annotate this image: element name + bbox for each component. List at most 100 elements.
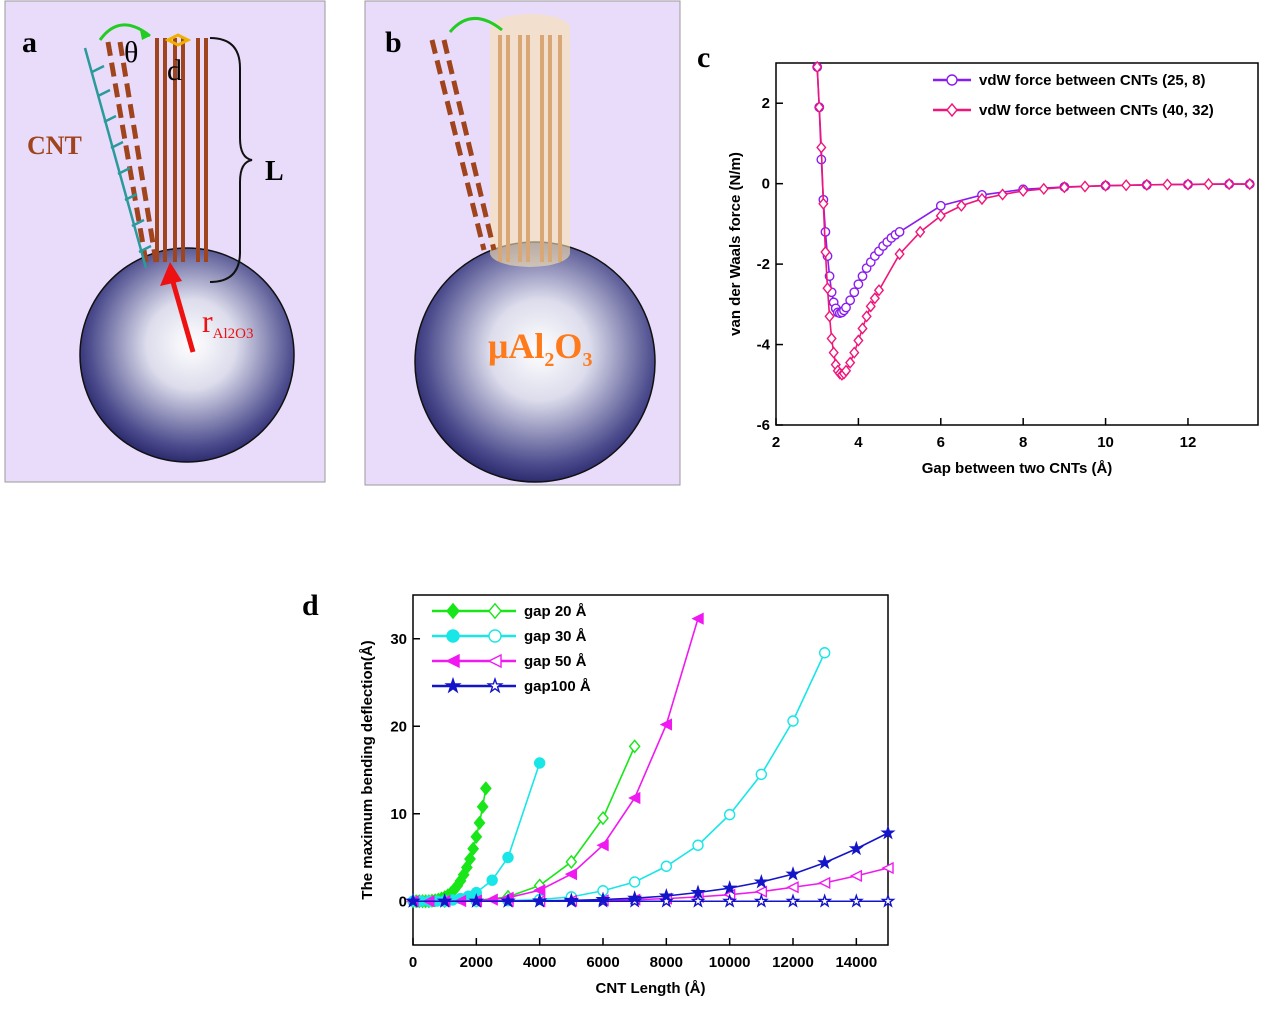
y-tick-label: -4 bbox=[757, 337, 771, 354]
x-tick-label: 12000 bbox=[772, 954, 814, 971]
x-tick-label: 10000 bbox=[709, 954, 751, 971]
marker bbox=[464, 851, 476, 867]
legend-marker bbox=[488, 602, 502, 620]
marker bbox=[628, 876, 641, 888]
marker bbox=[818, 647, 831, 659]
x-tick-label: 6 bbox=[937, 434, 945, 451]
plot-frame bbox=[412, 594, 889, 946]
marker bbox=[722, 880, 738, 895]
panel-label: a bbox=[22, 26, 37, 59]
marker bbox=[915, 225, 926, 239]
y-tick-label: 10 bbox=[390, 806, 407, 823]
marker bbox=[533, 884, 546, 897]
marker bbox=[935, 209, 946, 222]
marker bbox=[755, 768, 768, 781]
y-tick-label: -6 bbox=[757, 417, 770, 434]
marker bbox=[935, 200, 946, 211]
y-tick-label: 0 bbox=[762, 176, 770, 193]
legend-marker bbox=[946, 74, 958, 86]
plot-frame bbox=[775, 62, 1259, 426]
sphere bbox=[79, 247, 295, 463]
y-axis-label: van der Waals force (N/m) bbox=[727, 152, 744, 336]
marker bbox=[869, 292, 880, 305]
x-tick-label: 8 bbox=[1019, 434, 1027, 451]
x-axis-label: CNT Length (Å) bbox=[596, 980, 706, 997]
marker bbox=[596, 839, 609, 852]
marker bbox=[563, 892, 579, 907]
marker bbox=[845, 295, 856, 306]
marker bbox=[659, 718, 673, 731]
y-tick-label: 0 bbox=[399, 893, 407, 910]
marker bbox=[722, 893, 738, 908]
material-label: μAl2O3 bbox=[488, 326, 592, 371]
marker bbox=[691, 612, 704, 625]
x-tick-label: 12 bbox=[1180, 434, 1197, 451]
radius-subscript: Al2O3 bbox=[213, 326, 254, 342]
marker bbox=[627, 890, 643, 905]
marker bbox=[822, 282, 833, 295]
marker bbox=[597, 811, 609, 826]
legend-label: gap 30 Å bbox=[524, 628, 587, 645]
radius-arrow bbox=[170, 281, 196, 353]
x-tick-label: 0 bbox=[409, 954, 417, 971]
legend-label: gap 50 Å bbox=[524, 653, 587, 670]
bent-tubes bbox=[105, 41, 159, 263]
y-tick-label: 20 bbox=[390, 718, 407, 735]
rotation-arrow bbox=[448, 17, 503, 33]
marker bbox=[812, 60, 823, 74]
marker bbox=[849, 346, 860, 359]
marker bbox=[814, 101, 825, 114]
marker bbox=[848, 840, 864, 856]
marker bbox=[820, 245, 831, 259]
marker bbox=[500, 893, 516, 908]
marker bbox=[817, 893, 833, 908]
x-tick-label: 6000 bbox=[586, 954, 619, 971]
marker bbox=[476, 799, 489, 814]
y-tick-label: 2 bbox=[762, 95, 770, 112]
panel-label: b bbox=[385, 26, 402, 59]
marker bbox=[786, 881, 799, 894]
marker bbox=[865, 300, 876, 313]
marker bbox=[894, 247, 905, 261]
material-part: 3 bbox=[582, 349, 592, 371]
theta-label: θ bbox=[124, 36, 138, 69]
marker bbox=[1018, 184, 1029, 198]
gap-marker bbox=[164, 33, 192, 47]
marker bbox=[849, 869, 863, 883]
marker bbox=[841, 302, 851, 313]
tubes bbox=[155, 38, 208, 262]
marker bbox=[880, 893, 896, 908]
marker bbox=[532, 892, 548, 908]
marker bbox=[840, 364, 852, 377]
marker bbox=[1121, 179, 1132, 192]
marker bbox=[816, 141, 827, 154]
panel-a: a θ d CNT L rAl2O3 bbox=[4, 0, 326, 483]
marker bbox=[1182, 178, 1194, 191]
marker bbox=[1203, 177, 1214, 191]
marker bbox=[486, 874, 498, 886]
marker bbox=[857, 271, 868, 282]
material-part: 2 bbox=[544, 349, 554, 371]
radius-label: rAl2O3 bbox=[202, 303, 254, 342]
bent-tubes bbox=[429, 39, 497, 251]
radius-symbol: r bbox=[202, 303, 213, 339]
marker bbox=[1244, 177, 1255, 191]
marker bbox=[690, 884, 706, 899]
material-part: μAl bbox=[488, 326, 544, 366]
x-tick-label: 4000 bbox=[523, 954, 556, 971]
marker bbox=[564, 867, 578, 881]
marker bbox=[1100, 179, 1111, 192]
marker bbox=[692, 839, 704, 851]
marker bbox=[437, 893, 453, 908]
marker bbox=[753, 874, 769, 889]
marker bbox=[660, 860, 673, 872]
panel-b: b μAl2O3 bbox=[364, 0, 681, 486]
marker bbox=[848, 893, 864, 908]
legend-label: gap100 Å bbox=[524, 678, 591, 695]
series-line bbox=[413, 832, 889, 903]
coating bbox=[490, 14, 570, 267]
series-line bbox=[444, 652, 826, 903]
marker bbox=[658, 893, 674, 908]
marker bbox=[861, 310, 872, 323]
